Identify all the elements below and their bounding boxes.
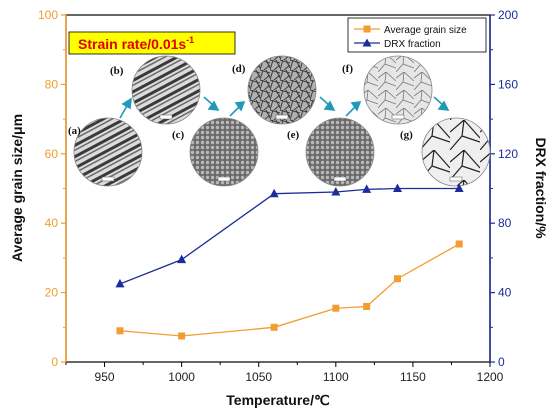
legend-label-drx: DRX fraction (384, 39, 441, 50)
series-layer (115, 183, 464, 340)
arrow-b-to-c (203, 96, 220, 111)
point-drx-fraction (362, 184, 372, 193)
point-average-grain-size (116, 327, 124, 335)
right-tick-label: 120 (498, 147, 518, 161)
point-average-grain-size (393, 275, 401, 283)
annotation-main: Strain rate/0.01s (78, 36, 186, 52)
annotation-text: Strain rate/0.01s-1 (78, 35, 194, 52)
micrograph-label-b: (b) (110, 65, 124, 77)
left-tick-label: 20 (45, 286, 59, 300)
x-tick-label: 1100 (323, 370, 349, 384)
point-drx-fraction (269, 188, 279, 198)
legend-triangle-marker (362, 38, 372, 47)
legend: Average grain size DRX fraction (347, 17, 487, 53)
arrow-f-to-g (433, 96, 450, 111)
micrograph-label-a: (a) (68, 125, 81, 137)
micrograph-b (131, 55, 201, 125)
arrow-a-to-b (119, 97, 132, 119)
right-tick-label: 80 (498, 216, 512, 230)
annotation-superscript: -1 (186, 35, 194, 45)
x-tick-label: 1150 (400, 370, 426, 384)
micrograph-labels: (a) (b) (c) (d) (e) (f) (g) (68, 63, 413, 141)
point-average-grain-size (332, 304, 340, 312)
micrograph-c (189, 117, 259, 187)
strain-rate-annotation: Strain rate/0.01s-1 (68, 31, 236, 55)
arrow-d-to-e (319, 96, 336, 111)
right-axis-ticks: 0 40 80 120 160 200 (490, 8, 518, 369)
micrograph-label-c: (c) (172, 129, 185, 141)
point-average-grain-size (455, 240, 463, 248)
right-tick-label: 40 (498, 286, 512, 300)
series-line-average-grain-size (119, 243, 460, 337)
point-drx-fraction (115, 278, 125, 288)
right-tick-label: 200 (498, 8, 518, 22)
micrograph-f (363, 55, 433, 125)
micrograph-label-d: (d) (232, 63, 246, 75)
right-tick-label: 160 (498, 77, 518, 91)
micrograph-label-e: (e) (287, 129, 300, 141)
point-drx-fraction (331, 186, 341, 196)
left-tick-label: 60 (45, 147, 59, 161)
x-tick-label: 1050 (245, 370, 272, 384)
x-tick-label: 1200 (477, 370, 504, 384)
x-tick-label: 950 (95, 370, 115, 384)
point-average-grain-size (178, 332, 186, 340)
legend-item-drx-fraction: DRX fraction (354, 38, 441, 50)
micrograph-a (73, 117, 143, 187)
x-axis-ticks: 950 1000 1050 1100 1150 1200 (65, 362, 504, 384)
arrow-e-to-f (345, 101, 362, 117)
series-line-drx-fraction (119, 187, 460, 285)
point-average-grain-size (363, 302, 371, 310)
left-tick-label: 80 (45, 77, 59, 91)
left-tick-label: 40 (45, 216, 59, 230)
point-drx-fraction (392, 183, 402, 192)
right-axis-title: DRX fraction/% (533, 137, 549, 239)
point-average-grain-size (270, 323, 278, 331)
micrograph-insets (73, 55, 491, 187)
point-drx-fraction (454, 183, 464, 192)
x-tick-label: 1000 (168, 370, 195, 384)
arrow-c-to-d (229, 101, 246, 117)
micrograph-label-f: (f) (342, 63, 353, 75)
left-tick-label: 100 (38, 8, 58, 22)
micrograph-d (247, 55, 317, 125)
micrograph-g (421, 117, 491, 187)
legend-square-marker (363, 25, 371, 33)
annotation-box (68, 31, 236, 55)
legend-label-grain-size: Average grain size (384, 25, 467, 36)
x-axis-title: Temperature/℃ (226, 392, 330, 408)
left-axis-title: Average grain size/μm (9, 114, 25, 262)
right-tick-label: 0 (498, 355, 505, 369)
point-drx-fraction (177, 254, 187, 264)
sequence-arrows (119, 96, 450, 119)
micrograph-label-g: (g) (400, 129, 413, 141)
left-tick-label: 0 (51, 355, 58, 369)
left-axis-ticks: 0 20 40 60 80 100 (38, 8, 66, 369)
micrograph-e (305, 117, 375, 187)
legend-item-average-grain-size: Average grain size (354, 25, 467, 36)
